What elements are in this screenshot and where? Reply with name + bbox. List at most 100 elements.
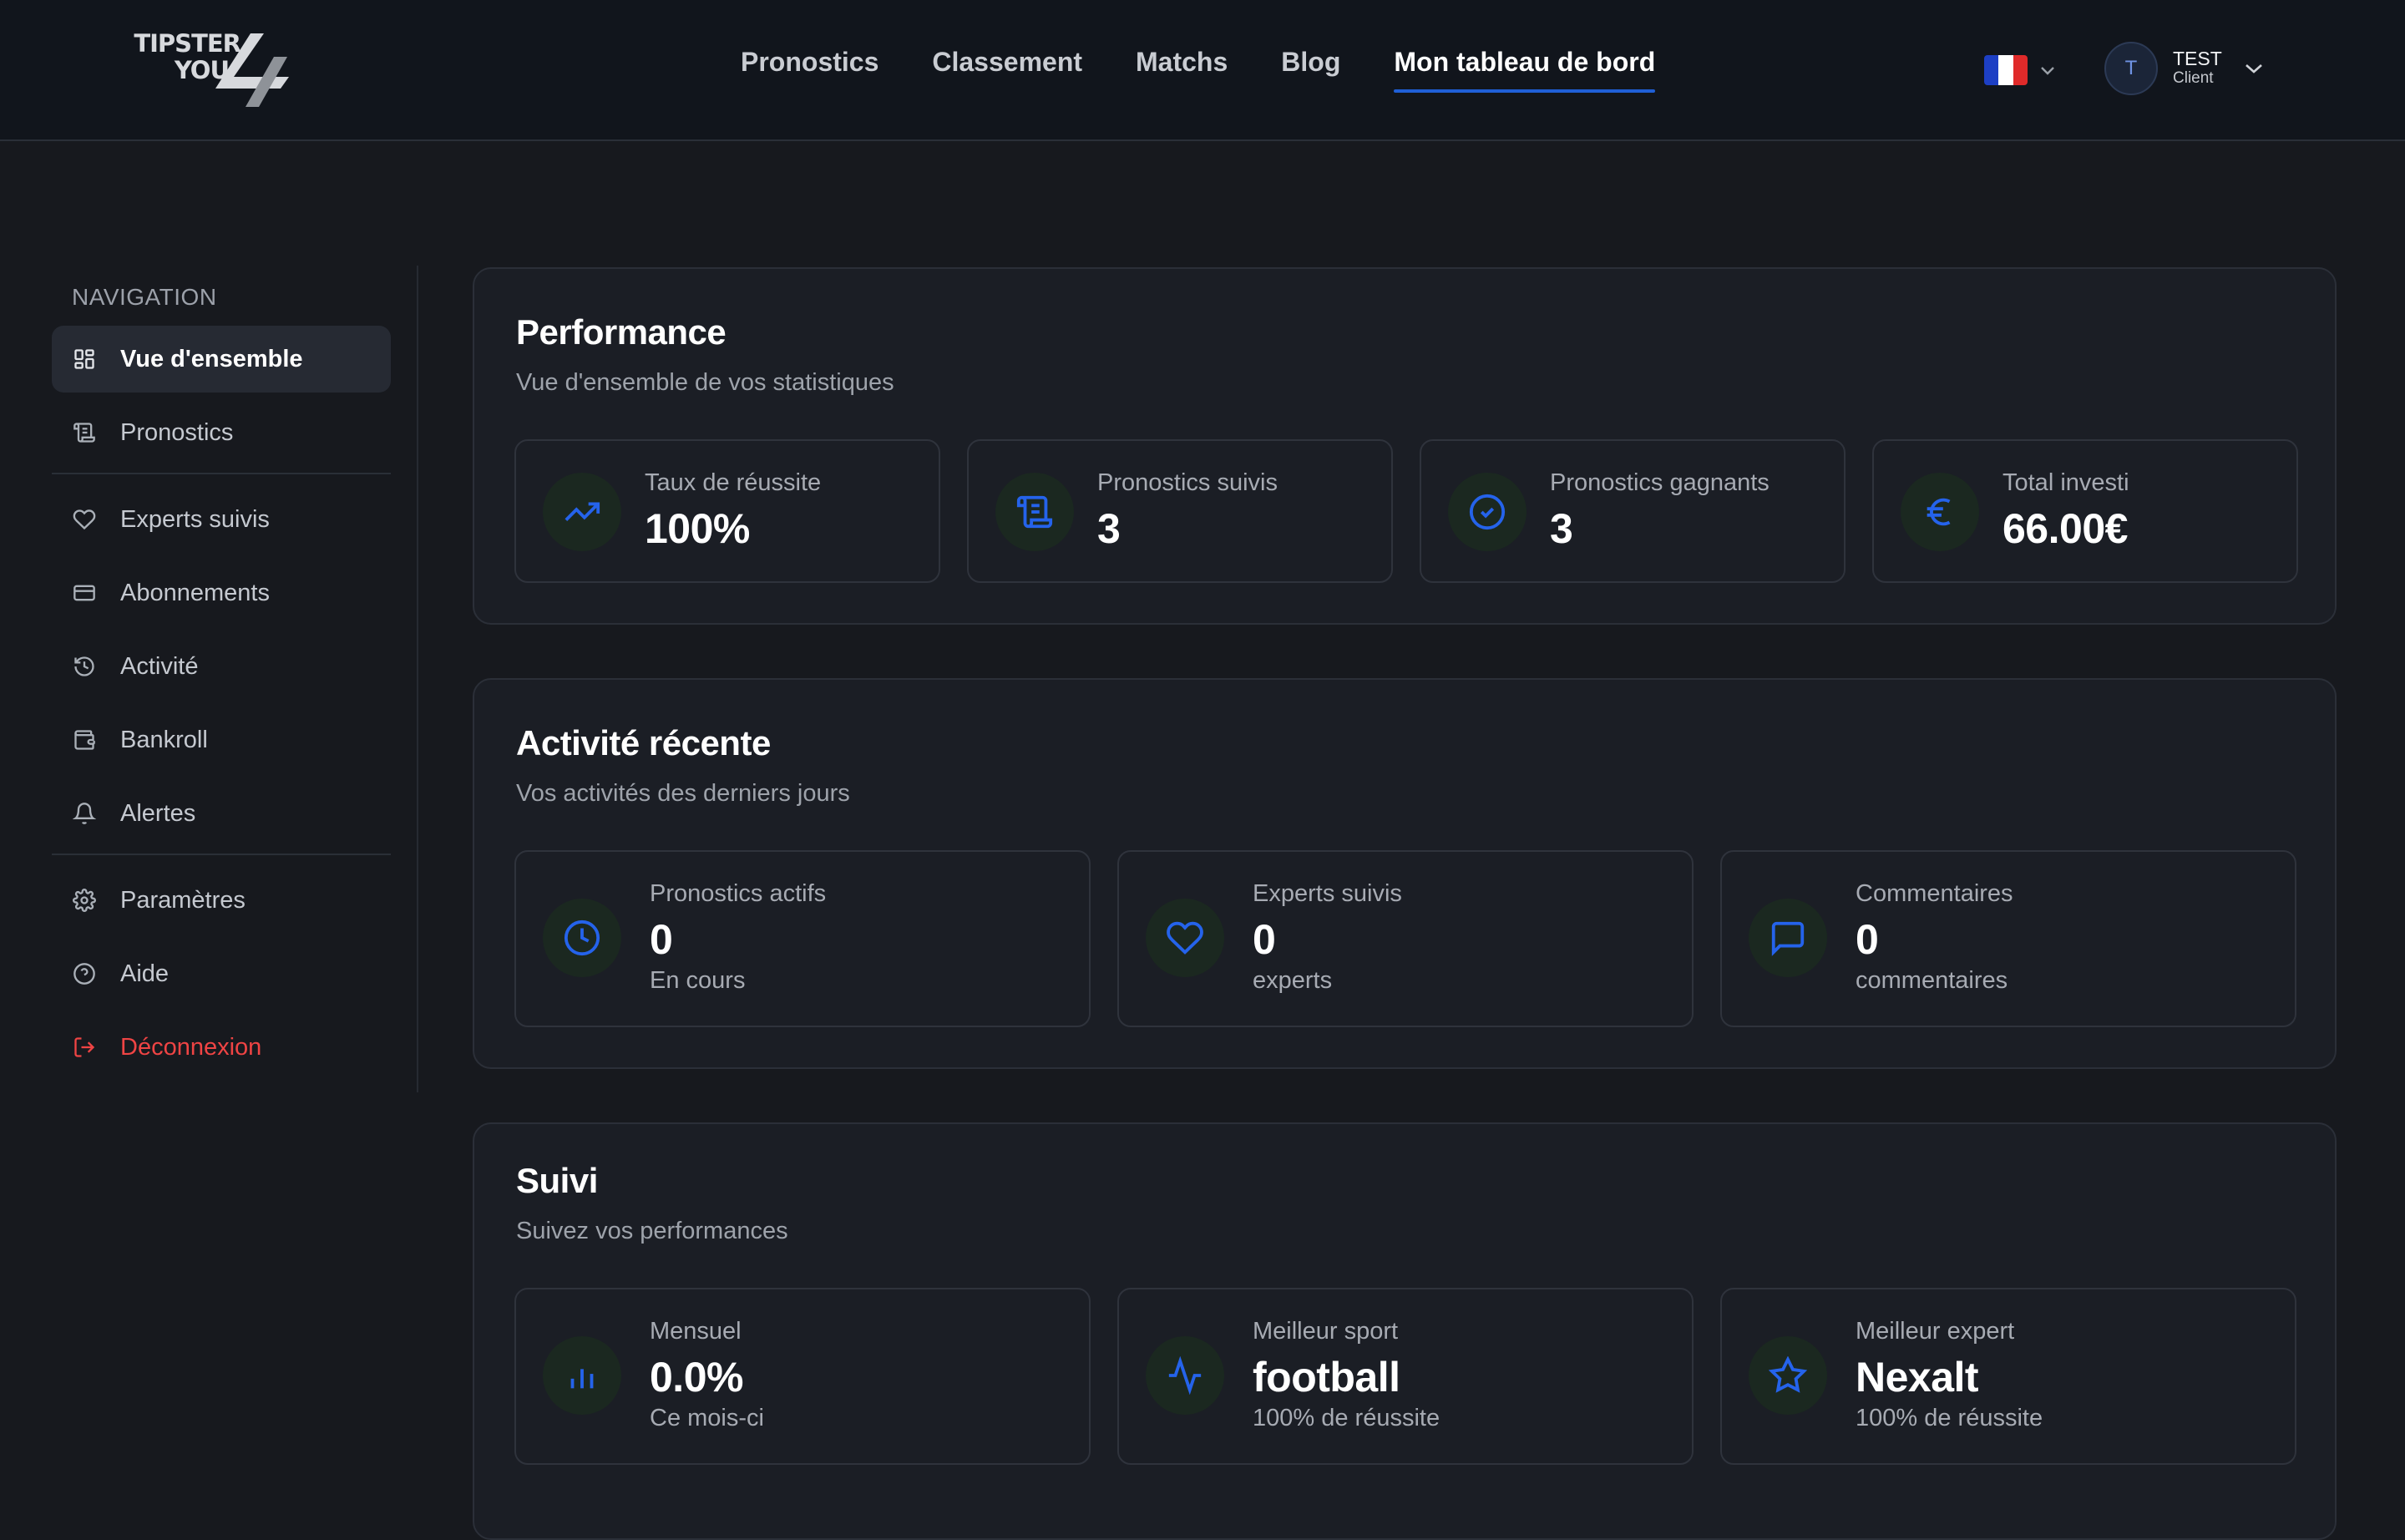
stat-label: Taux de réussite <box>645 469 822 496</box>
sidebar-item-label: Aide <box>120 960 170 987</box>
stat-value: 100% <box>645 505 750 552</box>
sidebar-item-label: Pronostics <box>120 418 234 446</box>
user-menu[interactable]: T TEST Client <box>2104 42 2264 95</box>
stat-value: Nexalt <box>1856 1354 1979 1401</box>
credit-card-icon <box>72 580 97 605</box>
language-selector[interactable] <box>1984 55 2056 85</box>
star-icon <box>1749 1336 1827 1415</box>
sidebar-item-label: Abonnements <box>120 579 270 606</box>
stat-note: 100% de réussite <box>1856 1405 2043 1431</box>
avatar: T <box>2104 42 2158 95</box>
tracking-panel: Suivi Suivez vos performances Mensuel 0.… <box>473 1122 2337 1540</box>
sidebar-divider <box>52 473 391 474</box>
main-nav: Pronostics Classement Matchs Blog Mon ta… <box>741 47 1709 93</box>
sidebar-title: NAVIGATION <box>72 284 217 310</box>
nav-dashboard[interactable]: Mon tableau de bord <box>1394 47 1655 93</box>
stat-value: 0 <box>650 916 673 963</box>
help-circle-icon <box>72 961 97 986</box>
sidebar-item-bankroll[interactable]: Bankroll <box>52 707 391 773</box>
sidebar-item-settings[interactable]: Paramètres <box>52 867 391 934</box>
stat-card-success-rate: Taux de réussite 100% <box>514 439 940 583</box>
stat-card-followed-picks: Pronostics suivis 3 <box>967 439 1393 583</box>
recent-activity-panel: Activité récente Vos activités des derni… <box>473 678 2337 1069</box>
stat-label: Mensuel <box>650 1318 742 1345</box>
stat-label: Pronostics actifs <box>650 880 827 907</box>
chevron-down-icon <box>2041 67 2054 75</box>
performance-panel: Performance Vue d'ensemble de vos statis… <box>473 267 2337 625</box>
stat-card-followed-experts: Experts suivis 0 experts <box>1117 850 1694 1027</box>
stat-label: Meilleur expert <box>1856 1318 2015 1345</box>
stat-card-best-expert: Meilleur expert Nexalt 100% de réussite <box>1720 1288 2296 1465</box>
stat-note: commentaires <box>1856 967 2008 994</box>
stat-label: Commentaires <box>1856 880 2013 907</box>
stat-label: Pronostics suivis <box>1097 469 1278 496</box>
stat-note: Ce mois-ci <box>650 1405 764 1431</box>
top-header: TIPSTER YOU Pronostics Classement Matchs… <box>0 0 2405 141</box>
sidebar-item-label: Alertes <box>120 799 196 827</box>
sidebar-item-pronostics[interactable]: Pronostics <box>52 399 391 466</box>
nav-classement[interactable]: Classement <box>932 47 1083 77</box>
heart-icon <box>1146 899 1224 977</box>
stat-value: 0 <box>1253 916 1276 963</box>
bell-icon <box>72 801 97 826</box>
logo-text: TIPSTER YOU <box>134 29 241 84</box>
stat-label: Experts suivis <box>1253 880 1402 907</box>
sidebar-item-activity[interactable]: Activité <box>52 633 391 700</box>
stat-label: Pronostics gagnants <box>1550 469 1770 496</box>
section-subtitle: Vue d'ensemble de vos statistiques <box>516 369 894 396</box>
sidebar-item-alerts[interactable]: Alertes <box>52 780 391 847</box>
heart-icon <box>72 507 97 532</box>
nav-pronostics[interactable]: Pronostics <box>741 47 879 77</box>
stat-value: 0 <box>1856 916 1879 963</box>
section-title: Performance <box>516 312 727 352</box>
bar-chart-icon <box>543 1336 621 1415</box>
sidebar-item-experts[interactable]: Experts suivis <box>52 486 391 553</box>
sidebar-item-label: Vue d'ensemble <box>120 345 303 372</box>
activity-icon <box>1146 1336 1224 1415</box>
clock-icon <box>543 899 621 977</box>
stat-card-active-picks: Pronostics actifs 0 En cours <box>514 850 1091 1027</box>
stat-value: 3 <box>1550 505 1573 552</box>
sidebar-divider <box>52 854 391 855</box>
logout-icon <box>72 1035 97 1060</box>
user-role: Client <box>2173 69 2214 87</box>
sidebar-vertical-divider <box>417 266 418 1092</box>
stat-card-monthly: Mensuel 0.0% Ce mois-ci <box>514 1288 1091 1465</box>
section-title: Suivi <box>516 1161 598 1200</box>
stat-note: 100% de réussite <box>1253 1405 1440 1431</box>
stat-label: Meilleur sport <box>1253 1318 1399 1345</box>
sidebar-item-subscriptions[interactable]: Abonnements <box>52 560 391 626</box>
euro-icon <box>1901 473 1979 551</box>
stat-value: 0.0% <box>650 1354 743 1401</box>
stat-value: 66.00€ <box>2002 505 2128 552</box>
sidebar-item-label: Bankroll <box>120 726 208 753</box>
stat-label: Total investi <box>2002 469 2129 496</box>
stat-value: football <box>1253 1354 1400 1401</box>
nav-blog[interactable]: Blog <box>1281 47 1341 77</box>
brand-logo[interactable]: TIPSTER YOU <box>132 30 299 110</box>
sidebar-item-help[interactable]: Aide <box>52 940 391 1007</box>
french-flag-icon <box>1984 55 2028 85</box>
sidebar-item-overview[interactable]: Vue d'ensemble <box>52 326 391 393</box>
wallet-icon <box>72 727 97 752</box>
logo-mark-icon <box>215 33 289 107</box>
check-circle-icon <box>1448 473 1527 551</box>
trending-up-icon <box>543 473 621 551</box>
stat-card-total-invested: Total investi 66.00€ <box>1872 439 2298 583</box>
message-icon <box>1749 899 1827 977</box>
stat-note: En cours <box>650 967 746 994</box>
stat-note: experts <box>1253 967 1333 994</box>
user-info: TEST Client <box>2173 48 2222 89</box>
grid-icon <box>72 347 97 372</box>
sidebar-item-label: Experts suivis <box>120 505 270 533</box>
section-subtitle: Vos activités des derniers jours <box>516 780 850 807</box>
user-name: TEST <box>2173 48 2222 69</box>
stat-card-comments: Commentaires 0 commentaires <box>1720 850 2296 1027</box>
chevron-down-icon <box>2245 64 2262 73</box>
section-subtitle: Suivez vos performances <box>516 1218 788 1244</box>
scroll-icon <box>995 473 1074 551</box>
scroll-icon <box>72 420 97 445</box>
sidebar-item-logout[interactable]: Déconnexion <box>52 1014 391 1081</box>
nav-matchs[interactable]: Matchs <box>1136 47 1228 77</box>
stat-card-best-sport: Meilleur sport football 100% de réussite <box>1117 1288 1694 1465</box>
